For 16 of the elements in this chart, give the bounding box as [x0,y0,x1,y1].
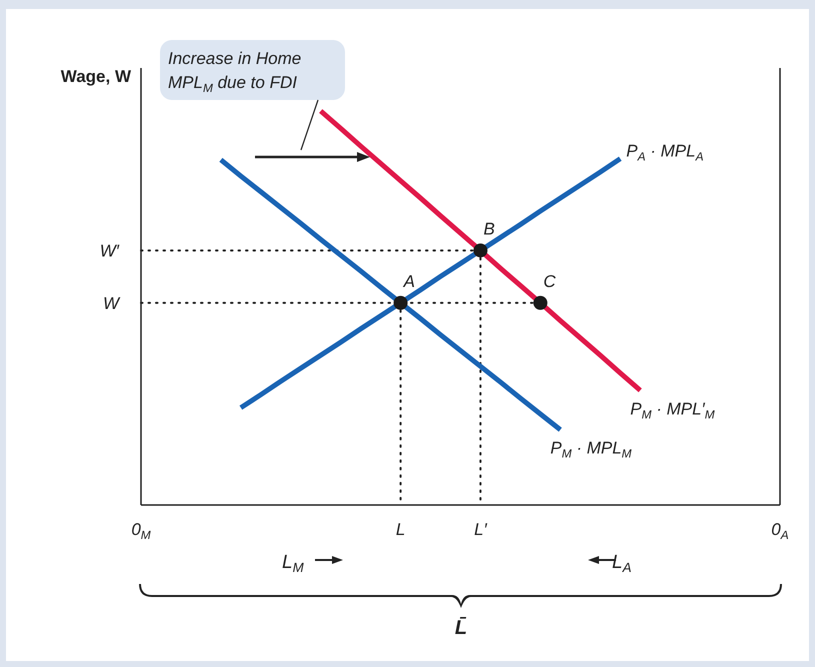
series-label: P$_{M}$ · MPL′$_{M}$ [630,399,715,421]
text: W′ [100,241,120,260]
series-label: P$_{A}$ · MPL$_{A}$ [626,142,704,164]
y-axis-title: Wage, W [60,67,132,86]
x-axis-title: L̄ [454,616,468,639]
annotation: A [402,272,415,291]
annotation: B [483,219,495,238]
annotation: C [543,272,556,291]
x-tick-label: 0$_{M}$ [131,520,151,542]
x-tick-label: L′ [474,520,488,539]
x-tick-label: L [396,520,406,539]
x-tick-label: 0$_{A}$ [771,520,789,542]
text: L$_{M}$ [282,552,305,575]
text: Increase in Home MPL$_{M}$ due to FDI [168,49,302,95]
text: W [102,294,121,313]
series-label: P$_{M}$ · MPL$_{M}$ [550,438,632,460]
